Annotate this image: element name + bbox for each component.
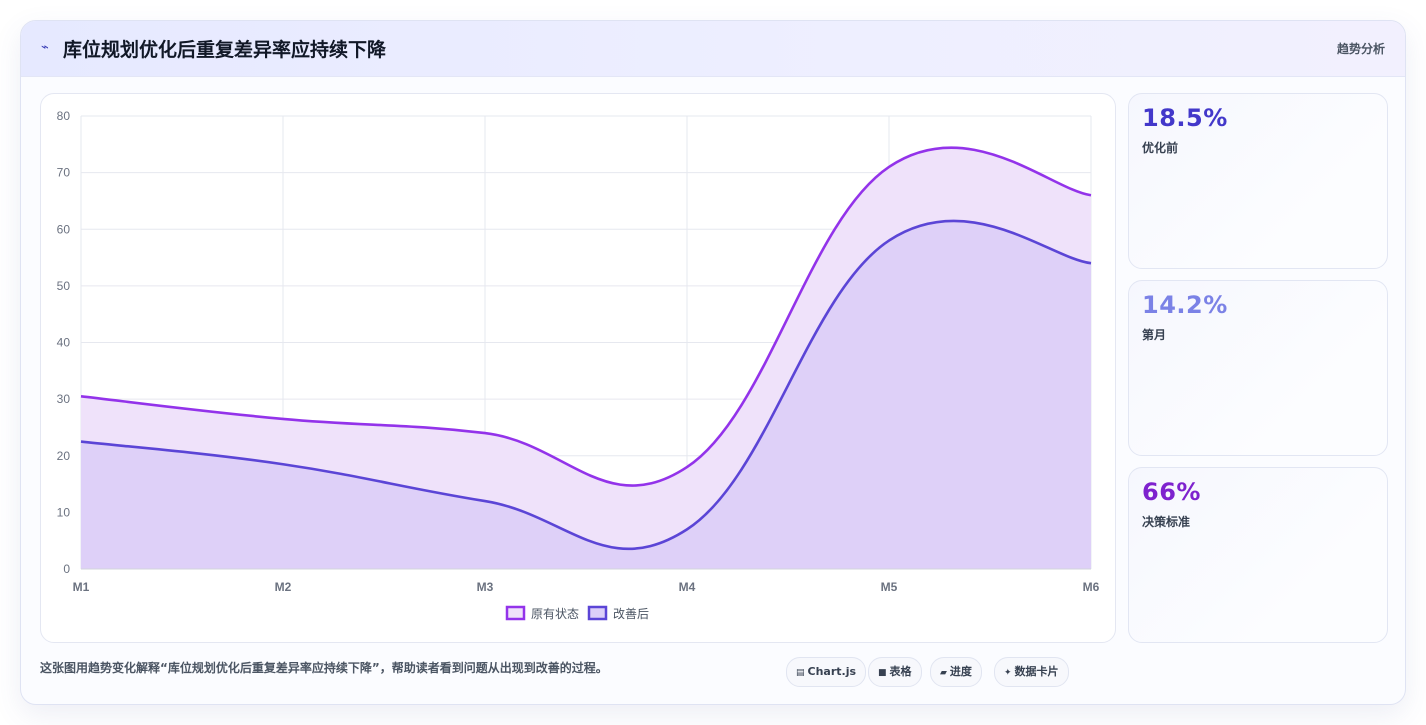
stat-card-standard: 66% 决策标准 — [1128, 467, 1388, 643]
stat-value: 14.2% — [1142, 291, 1228, 319]
chart-icon: ▤ — [796, 668, 805, 678]
x-tick-label: M4 — [679, 580, 696, 594]
stat-label: 优化前 — [1142, 141, 1179, 155]
table-icon: ■ — [878, 668, 887, 678]
y-tick-label: 50 — [57, 279, 71, 293]
stat-card-before: 18.5% 优化前 — [1128, 93, 1388, 269]
legend-label: 原有状态 — [531, 607, 579, 621]
stat-value: 18.5% — [1142, 104, 1228, 132]
stat-value: 66% — [1142, 478, 1201, 506]
chip-progress[interactable]: ▰ 进度 — [930, 657, 982, 687]
stat-label: 第月 — [1142, 328, 1167, 342]
chip-label: Chart.js — [807, 665, 857, 678]
x-tick-label: M6 — [1083, 580, 1100, 594]
y-tick-label: 30 — [57, 392, 71, 406]
chip-label: 进度 — [949, 665, 972, 678]
y-tick-label: 60 — [57, 222, 71, 236]
stat-card-month: 14.2% 第月 — [1128, 280, 1388, 456]
chip-label: 数据卡片 — [1014, 665, 1059, 678]
y-tick-label: 20 — [57, 449, 71, 463]
y-tick-label: 10 — [57, 505, 71, 519]
page-title: 库位规划优化后重复差异率应持续下降 — [63, 39, 387, 61]
legend-swatch — [505, 605, 526, 621]
series-area — [81, 220, 1091, 569]
x-tick-label: M1 — [73, 580, 90, 594]
legend-swatch — [587, 605, 608, 621]
card-header: ⌁ 库位规划优化后重复差异率应持续下降 趋势分析 — [21, 21, 1405, 77]
chip-chartjs[interactable]: ▤ Chart.js — [786, 657, 867, 687]
series-line — [80, 146, 1092, 487]
y-tick-label: 80 — [57, 109, 71, 123]
x-tick-label: M3 — [477, 580, 494, 594]
series-line — [80, 219, 1092, 551]
chip-label: 表格 — [889, 665, 912, 678]
x-tick-label: M2 — [275, 580, 292, 594]
chart-panel: 0 10 20 30 40 50 60 70 80 M1 M2 M3 M4 M5 M6 原有状态 改善后 — [40, 93, 1116, 643]
chart-description: 这张图用趋势变化解释“库位规划优化后重复差异率应持续下降”，帮助读者看到问题从出… — [40, 661, 608, 675]
y-tick-label: 40 — [57, 336, 71, 350]
chart-card: ⌁ 库位规划优化后重复差异率应持续下降 趋势分析 0 10 20 30 40 50 60 70… — [20, 20, 1406, 705]
x-tick-label: M5 — [881, 580, 898, 594]
sparkle-icon: ✦ — [1004, 668, 1012, 678]
progress-icon: ▰ — [940, 668, 947, 678]
y-tick-label: 70 — [57, 166, 71, 180]
area-chart: 0 10 20 30 40 50 60 70 80 M1 M2 M3 M4 M5 M6 原有状态 改善后 — [57, 109, 1100, 621]
legend-label: 改善后 — [613, 606, 649, 621]
stat-label: 决策标准 — [1142, 515, 1191, 529]
chip-data-cards[interactable]: ✦ 数据卡片 — [994, 657, 1069, 687]
trend-icon: ⌁ — [41, 40, 49, 55]
y-tick-label: 0 — [63, 562, 70, 576]
chip-table[interactable]: ■ 表格 — [868, 657, 922, 687]
header-tag: 趋势分析 — [1336, 42, 1385, 56]
